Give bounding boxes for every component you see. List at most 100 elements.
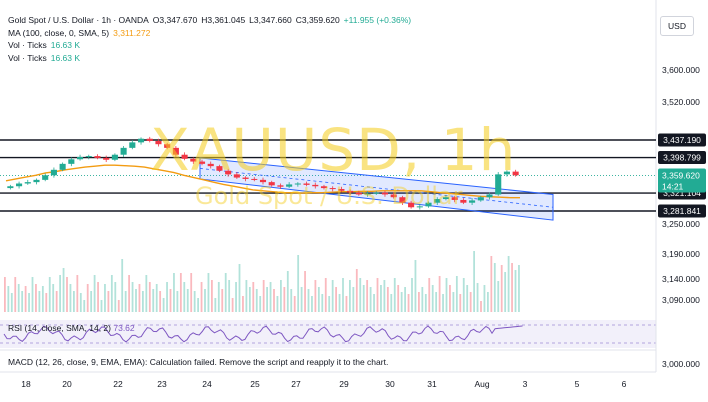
candle-body[interactable] [303,183,310,185]
candle-body[interactable] [111,154,118,160]
candle-body[interactable] [146,138,153,142]
candle-body[interactable] [320,186,328,189]
level-price-tag [658,151,706,165]
candle-body[interactable] [512,171,519,176]
rsi-legend[interactable]: RSI (14, close, SMA, 14, 2) 73.62 [8,323,135,333]
time-axis-tick: Aug [474,379,489,389]
candle-body[interactable] [42,175,49,180]
candle-body[interactable] [242,177,249,179]
volume-bar [493,263,496,312]
candle-body[interactable] [137,138,145,143]
candle-body[interactable] [59,163,66,170]
candle-body[interactable] [294,183,301,185]
candle-body[interactable] [172,147,179,155]
candle-body[interactable] [181,154,188,159]
candle-body[interactable] [486,194,493,198]
volume-bar [121,259,124,312]
macd-legend[interactable]: MACD (12, 26, close, 9, EMA, EMA): Calcu… [8,357,389,367]
volume-legend-row-1[interactable]: Vol · Ticks 16.63 K [8,39,411,52]
candle-body[interactable] [33,179,40,183]
volume-bar [173,273,175,312]
candle-body[interactable] [399,197,406,203]
candle-body[interactable] [460,199,467,203]
rsi-line[interactable] [3,325,523,343]
candle-body[interactable] [408,202,415,208]
candle-body[interactable] [120,147,127,155]
candle-body[interactable] [469,200,476,203]
volume-bar [500,265,503,312]
symbol-legend-row[interactable]: Gold Spot / U.S. Dollar · 1h · OANDA O3,… [8,14,411,27]
parallel-channel[interactable] [199,157,554,221]
volume-bar [183,282,186,312]
ma-legend-row[interactable]: MA (100, close, 0, SMA, 5) 3,311.272 [8,27,411,40]
candle-body[interactable] [129,142,136,148]
volume-bar [386,287,389,312]
candle-body[interactable] [225,170,232,175]
watermark-subtitle: Gold Spot / U.S. Dollar [195,182,463,210]
candle-body[interactable] [24,182,31,184]
candle-body[interactable] [7,186,14,189]
candle-body[interactable] [312,184,319,187]
candle-body[interactable] [94,156,101,158]
candle-countdown-timer: 14:21 [662,181,684,191]
volume-bar [255,289,258,312]
moving-average-line[interactable] [5,164,520,199]
candle-body[interactable] [355,192,362,195]
candle-body[interactable] [103,157,110,160]
candle-body[interactable] [16,183,23,187]
candle-body[interactable] [451,197,458,200]
candle-body[interactable] [364,193,371,195]
candle-body[interactable] [50,169,57,176]
candle-body[interactable] [390,194,397,198]
volume-bar [35,284,37,312]
current-price-label: 3,359.620 [662,170,700,180]
volume-bar [186,289,189,312]
volume-bar [204,289,206,312]
candle-body[interactable] [216,166,223,171]
volume-bar [300,287,303,312]
volume-bar [335,287,337,312]
candle-body[interactable] [373,192,380,194]
candle-body[interactable] [207,163,214,167]
candle-body[interactable] [434,199,441,203]
candle-body[interactable] [347,190,354,193]
candle-body[interactable] [381,192,389,195]
symbol-name[interactable]: Gold Spot / U.S. Dollar · 1h · OANDA [8,15,149,25]
rsi-label-text[interactable]: RSI (14, close, SMA, 14, 2) [8,323,111,333]
candle-body[interactable] [286,184,293,187]
candle-body[interactable] [268,182,275,186]
candle-body[interactable] [164,144,171,148]
volume-bar [131,282,134,312]
candle-body[interactable] [329,188,336,190]
volume-bar [7,286,10,312]
candle-body[interactable] [77,156,84,160]
candle-body[interactable] [155,141,162,145]
candle-body[interactable] [85,156,92,158]
candle-body[interactable] [190,158,197,162]
candle-body[interactable] [251,178,258,180]
candle-body[interactable] [425,202,432,207]
candle-body[interactable] [477,197,484,201]
volume-bar [514,270,517,312]
volume-bar [21,291,24,312]
candle-body[interactable] [503,171,510,175]
candle-body[interactable] [198,161,206,164]
volume-bar [238,264,241,312]
candle-body[interactable] [233,174,240,178]
candle-body[interactable] [442,197,449,200]
volume-bar [366,280,369,312]
candle-body[interactable] [259,179,267,183]
candle-body[interactable] [338,188,345,191]
volume-bar [473,251,475,312]
candle-body[interactable] [277,185,284,187]
currency-selector[interactable]: USD [660,16,694,36]
volume-bar [41,286,44,312]
ma-label[interactable]: MA (100, close, 0, SMA, 5) [8,27,110,38]
volume-legend-row-2[interactable]: Vol · Ticks 16.63 K [8,52,411,65]
candle-body[interactable] [416,206,423,208]
candle-body[interactable] [68,159,75,164]
candle-body[interactable] [495,174,502,195]
volume-label-1[interactable]: Vol · Ticks [8,40,47,50]
volume-label-2[interactable]: Vol · Ticks [8,52,47,63]
